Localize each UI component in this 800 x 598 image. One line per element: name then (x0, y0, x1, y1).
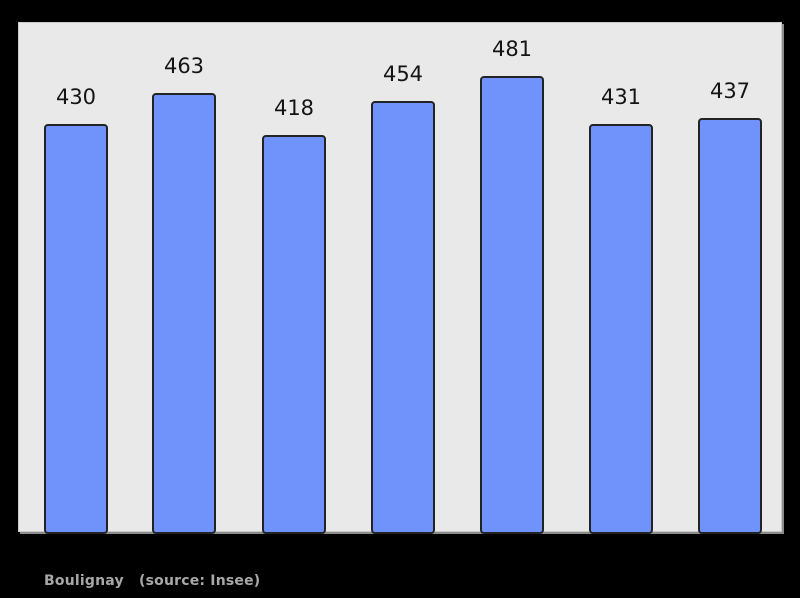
bar-group: 430 (44, 21, 108, 534)
bar-group: 431 (589, 21, 653, 534)
bar-group: 481 (480, 21, 544, 534)
bar-group: 418 (262, 21, 326, 534)
bar[interactable] (589, 124, 653, 534)
bar-value-label: 418 (273, 96, 315, 120)
bar-value-label: 431 (600, 85, 642, 109)
bar-group: 463 (152, 21, 216, 534)
bar[interactable] (152, 93, 216, 534)
bar-value-label: 437 (709, 79, 751, 103)
bar[interactable] (480, 76, 544, 534)
bar[interactable] (371, 101, 435, 534)
bar-value-label: 430 (55, 85, 97, 109)
bar[interactable] (44, 124, 108, 534)
bar-value-label: 454 (382, 62, 424, 86)
bar[interactable] (262, 135, 326, 534)
bar-group: 437 (698, 21, 762, 534)
plot-area: 430 463 418 454 481 431 (18, 21, 782, 534)
bar[interactable] (698, 118, 762, 534)
bar-group: 454 (371, 21, 435, 534)
bar-series: 430 463 418 454 481 431 (19, 21, 781, 534)
chart-caption: Boulignay (source: Insee) (44, 573, 261, 589)
bar-value-label: 481 (491, 37, 533, 61)
bar-value-label: 463 (163, 54, 205, 78)
